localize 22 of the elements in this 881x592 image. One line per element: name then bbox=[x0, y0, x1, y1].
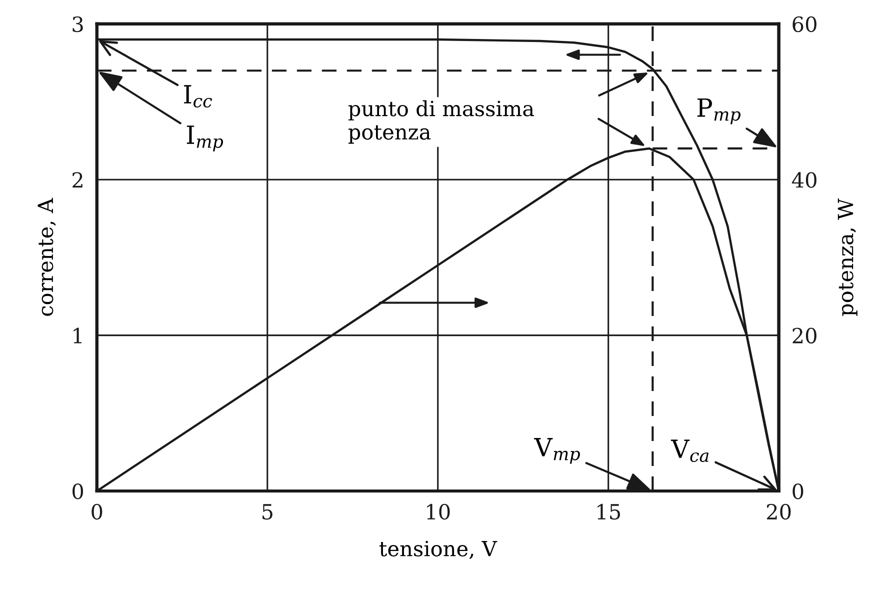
y-tick-label: 3 bbox=[72, 16, 83, 32]
x-tick-label: 15 bbox=[598, 504, 620, 520]
y2-tick-label: 60 bbox=[792, 16, 816, 32]
annotation: I$_{cc}$ bbox=[184, 85, 212, 108]
ref-line-label: V$_{mp}$ bbox=[534, 438, 580, 464]
x-tick-label: 0 bbox=[92, 504, 102, 520]
y-axis-title: corrente, A bbox=[38, 198, 56, 316]
y2-tick-label: 0 bbox=[792, 483, 804, 500]
x-axis-title: tensione, V bbox=[379, 540, 498, 560]
ref-line-label: P$_{mp}$ bbox=[697, 98, 740, 124]
y2-tick-label: 20 bbox=[792, 328, 816, 344]
y-tick-label: 1 bbox=[74, 328, 82, 344]
ref-line-label: I$_{mp}$ bbox=[186, 126, 224, 152]
y2-axis-title: potenza, W bbox=[838, 198, 858, 316]
x-tick-label: 5 bbox=[262, 504, 272, 520]
x-tick-label: 10 bbox=[427, 504, 450, 520]
y-tick-label: 2 bbox=[72, 172, 82, 188]
annotation: V$_{ca}$ bbox=[670, 440, 709, 462]
y-tick-label: 0 bbox=[72, 483, 84, 500]
x-tick-label: 20 bbox=[766, 504, 791, 520]
annotation: punto di massima potenza bbox=[348, 100, 534, 144]
y2-tick-label: 40 bbox=[792, 172, 816, 188]
